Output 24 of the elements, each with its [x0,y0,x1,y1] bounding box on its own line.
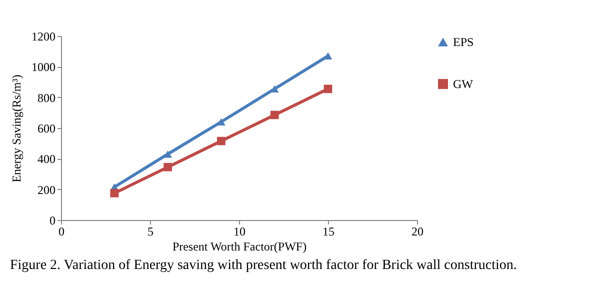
point [270,110,279,120]
x-tick-label: 20 [412,224,424,238]
legend-label: GW [453,77,474,91]
point [324,84,332,94]
point [164,150,172,158]
y-tick-label: 1200 [32,30,56,44]
y-tick-label: 600 [38,122,56,136]
x-tick-label: 15 [322,224,334,238]
point [164,162,172,172]
point [110,188,119,198]
y-tick-label: 0 [50,214,56,228]
legend-label: EPS [453,35,474,49]
point [217,118,226,126]
y-tick-label: 1000 [32,60,56,74]
y-axis-title: Energy Saving(Rs/m³) [10,74,24,182]
x-tick-label: 5 [148,224,154,238]
y-tick-label: 400 [38,152,56,166]
x-tick-label: 0 [58,224,64,238]
y-tick-label: 800 [38,90,56,105]
point [217,136,226,146]
y-tick-label: 200 [38,182,56,197]
caption: Figure 2. Variation of Energy saving with present worth factor for Brick wall construction. [10,258,517,274]
x-tick-label: 10 [234,224,246,238]
x-axis-title: Present Worth Factor(PWF) [172,240,307,254]
